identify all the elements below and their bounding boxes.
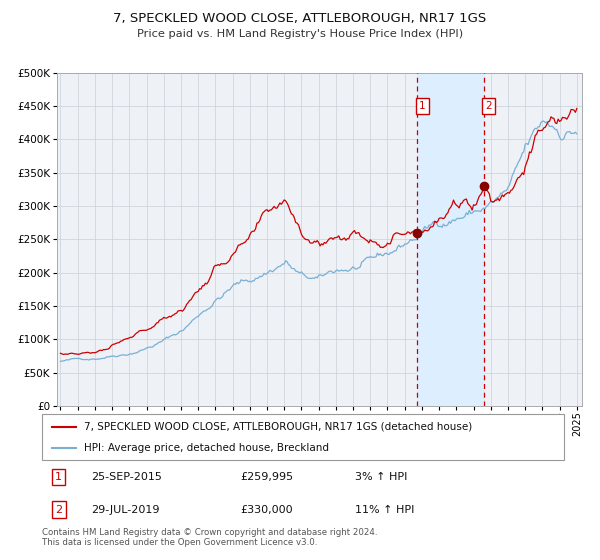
- Bar: [417, 73, 484, 406]
- Text: Contains HM Land Registry data © Crown copyright and database right 2024.
This d: Contains HM Land Registry data © Crown c…: [42, 528, 377, 547]
- Text: £259,995: £259,995: [241, 472, 293, 482]
- Text: Price paid vs. HM Land Registry's House Price Index (HPI): Price paid vs. HM Land Registry's House …: [137, 29, 463, 39]
- Text: 25-SEP-2015: 25-SEP-2015: [92, 472, 163, 482]
- Text: 3% ↑ HPI: 3% ↑ HPI: [355, 472, 407, 482]
- Text: 2: 2: [485, 101, 492, 111]
- Text: £330,000: £330,000: [241, 505, 293, 515]
- Text: 1: 1: [419, 101, 426, 111]
- Text: 7, SPECKLED WOOD CLOSE, ATTLEBOROUGH, NR17 1GS: 7, SPECKLED WOOD CLOSE, ATTLEBOROUGH, NR…: [113, 12, 487, 25]
- Text: 11% ↑ HPI: 11% ↑ HPI: [355, 505, 415, 515]
- Text: 2: 2: [55, 505, 62, 515]
- Text: 29-JUL-2019: 29-JUL-2019: [92, 505, 160, 515]
- Text: HPI: Average price, detached house, Breckland: HPI: Average price, detached house, Brec…: [84, 443, 329, 453]
- Text: 1: 1: [55, 472, 62, 482]
- Text: 7, SPECKLED WOOD CLOSE, ATTLEBOROUGH, NR17 1GS (detached house): 7, SPECKLED WOOD CLOSE, ATTLEBOROUGH, NR…: [84, 422, 472, 432]
